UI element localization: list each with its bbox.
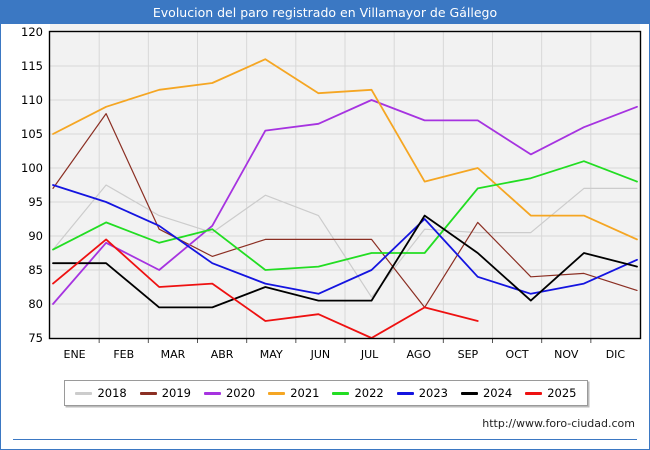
legend-label: 2021	[290, 386, 320, 400]
vertical-gridlines	[98, 32, 592, 338]
x-axis-tick-label: ABR	[211, 348, 234, 361]
x-axis-tick-label: FEB	[113, 348, 134, 361]
legend-label: 2018	[97, 386, 127, 400]
legend-label: 2024	[482, 386, 513, 400]
chart-legend: 2018 2019 2020 2021 2022 2023 2024 2025	[64, 380, 588, 406]
window-title: Evolucion del paro registrado en Villama…	[1, 1, 649, 24]
x-axis-tick-label: OCT	[506, 348, 529, 361]
footer-divider	[13, 439, 637, 440]
legend-item-2024[interactable]: 2024	[460, 386, 513, 400]
series-line-2021	[52, 58, 638, 241]
legend-item-2020[interactable]: 2020	[203, 386, 256, 400]
x-axis-tick-label: JUL	[360, 348, 379, 361]
y-axis-tick-label: 80	[28, 297, 43, 311]
y-axis-tick-label: 95	[28, 195, 43, 209]
y-axis-tick-label: 90	[28, 229, 43, 243]
legend-swatch-icon	[396, 391, 414, 395]
legend-label: 2020	[225, 386, 256, 400]
y-axis-tick-label: 110	[21, 93, 43, 107]
x-axis-tick-label: MAR	[161, 348, 186, 361]
legend-item-2022[interactable]: 2022	[332, 386, 384, 400]
legend-item-2023[interactable]: 2023	[396, 386, 449, 400]
legend-item-2018[interactable]: 2018	[75, 386, 127, 400]
y-axis-tick-label: 100	[21, 161, 43, 175]
x-axis-tick-label: AGO	[406, 348, 431, 361]
legend-label: 2019	[161, 386, 192, 400]
x-axis-tick-labels: ENE FEB MAR ABR MAY JUN JUL AGO SEP OCT NOV DIC	[64, 348, 626, 361]
legend-item-2021[interactable]: 2021	[268, 386, 320, 400]
y-axis-tick-label: 115	[21, 59, 43, 73]
y-axis-tick-label: 105	[21, 127, 43, 141]
y-axis-tick-label: 85	[28, 263, 43, 277]
footer-url: http://www.foro-ciudad.com	[482, 417, 635, 430]
chart-plot-region: 75 80 85 90 95 100 105 110 115 120 ENE FEB MAR ABR MA…	[1, 24, 649, 364]
series-line-2019	[52, 112, 638, 308]
y-axis-tick-label: 120	[21, 25, 43, 39]
legend-swatch-icon	[332, 391, 350, 395]
series-line-2025	[52, 238, 479, 339]
plot-frame-border	[48, 30, 642, 340]
y-axis-tick-label: 75	[28, 331, 43, 345]
legend-swatch-icon	[460, 391, 478, 395]
legend-label: 2025	[547, 386, 577, 400]
legend-item-2019[interactable]: 2019	[139, 386, 192, 400]
legend-swatch-icon	[268, 391, 286, 395]
legend-swatch-icon	[75, 391, 93, 395]
x-axis-tick-label: SEP	[458, 348, 479, 361]
x-axis-tick-label: ENE	[64, 348, 86, 361]
legend-item-2025[interactable]: 2025	[525, 386, 577, 400]
legend-label: 2023	[418, 386, 449, 400]
x-axis-tick-label: NOV	[554, 348, 579, 361]
series-line-2024	[52, 214, 638, 309]
x-axis-tick-label: MAY	[260, 348, 283, 361]
x-axis-tick-label: DIC	[606, 348, 626, 361]
legend-swatch-icon	[203, 391, 221, 395]
series-line-2020	[52, 99, 638, 305]
series-line-2022	[52, 160, 638, 271]
data-series-lines	[52, 58, 638, 339]
y-axis-tick-labels: 75 80 85 90 95 100 105 110 115 120	[21, 25, 43, 345]
line-chart-svg: 75 80 85 90 95 100 105 110 115 120 ENE FEB MAR ABR MA…	[21, 24, 642, 361]
legend-swatch-icon	[525, 391, 543, 395]
legend-label: 2022	[354, 386, 384, 400]
legend-swatch-icon	[139, 391, 157, 395]
x-axis-tick-label: JUN	[310, 348, 331, 361]
footer: http://www.foro-ciudad.com	[1, 415, 649, 449]
